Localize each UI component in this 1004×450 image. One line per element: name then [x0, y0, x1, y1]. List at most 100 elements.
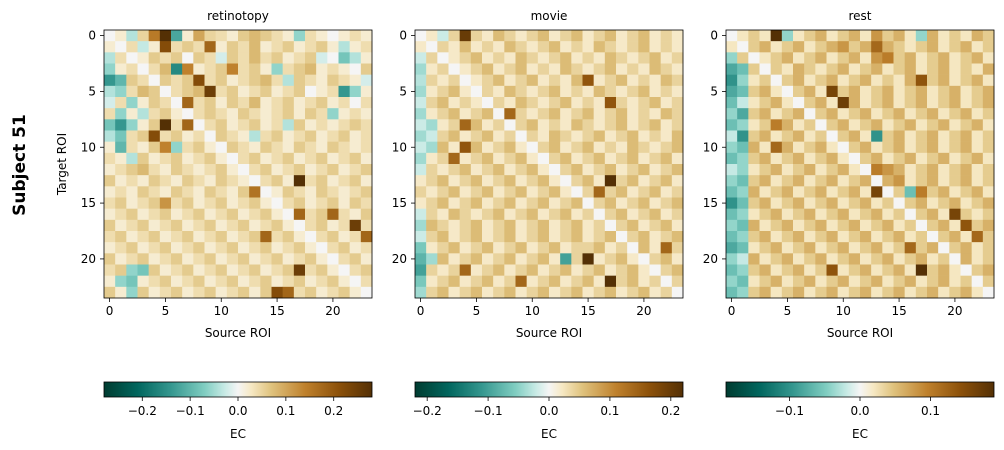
heatmap-cell — [726, 264, 738, 276]
heatmap-cell — [182, 152, 194, 165]
axes-frame — [103, 29, 373, 299]
heatmap-cell — [871, 108, 883, 120]
heatmap-cell — [571, 219, 583, 232]
heatmap-cell — [349, 85, 362, 98]
heatmap-cell — [860, 141, 872, 154]
heatmap-cell — [327, 175, 339, 187]
heatmap-cell — [282, 63, 295, 75]
heatmap-cell — [182, 41, 194, 53]
heatmap-cell — [671, 108, 684, 120]
heatmap-cell — [316, 63, 328, 75]
heatmap-cell — [493, 52, 505, 64]
heatmap-cell — [437, 264, 449, 276]
heatmap-cell — [960, 231, 972, 243]
heatmap-cell — [604, 141, 617, 154]
heatmap-cell — [482, 175, 494, 187]
heatmap-cell — [871, 231, 883, 243]
heatmap-cell — [249, 219, 261, 232]
heatmap-cell — [448, 119, 460, 131]
heatmap-cell — [882, 74, 894, 87]
heatmap-cell — [159, 253, 172, 265]
heatmap-cell — [927, 253, 939, 265]
heatmap-cell — [748, 197, 760, 209]
heatmap-cell — [260, 85, 272, 98]
heatmap-cell — [193, 286, 205, 299]
heatmap-cell — [470, 130, 483, 142]
heatmap-cell — [593, 231, 606, 243]
heatmap-cell — [204, 85, 216, 98]
heatmap-cell — [504, 152, 516, 165]
heatmap-cell — [193, 130, 205, 142]
heatmap-cell — [526, 275, 539, 288]
heatmap-cell — [781, 175, 794, 187]
heatmap-cell — [249, 242, 261, 254]
heatmap-cell — [549, 41, 561, 53]
heatmap-cell — [249, 63, 261, 75]
heatmap-cell — [793, 208, 805, 221]
heatmap-cell — [871, 275, 883, 288]
heatmap-cell — [848, 74, 861, 87]
heatmap-cell — [971, 275, 984, 288]
heatmap-cell — [349, 97, 362, 109]
heatmap-cell — [171, 85, 183, 98]
heatmap-cell — [971, 108, 984, 120]
heatmap-cell — [293, 264, 306, 276]
heatmap-cell — [126, 63, 138, 75]
heatmap-cell — [748, 164, 760, 176]
heatmap-cell — [638, 186, 650, 198]
heatmap-cell — [949, 197, 961, 209]
heatmap-cell — [649, 30, 661, 42]
heatmap-cell — [249, 74, 261, 87]
heatmap-cell — [104, 186, 116, 198]
heatmap-cell — [493, 175, 505, 187]
heatmap-cell — [459, 275, 472, 288]
y-tick-label: 5 — [710, 84, 718, 98]
heatmap-cell — [815, 85, 827, 98]
heatmap-cell — [493, 208, 505, 221]
heatmap-cell — [537, 186, 550, 198]
heatmap-cell — [848, 97, 861, 109]
heatmap-cell — [526, 52, 539, 64]
heatmap-cell — [526, 231, 539, 243]
heatmap-cell — [627, 219, 639, 232]
heatmap-cell — [882, 130, 894, 142]
heatmap-cell — [459, 242, 472, 254]
heatmap-cell — [960, 208, 972, 221]
colorbar-tick-label: 0.1 — [276, 404, 295, 418]
heatmap-cell — [815, 74, 827, 87]
heatmap-cell — [616, 186, 628, 198]
heatmap-cell — [415, 231, 427, 243]
heatmap-cell — [781, 52, 794, 64]
heatmap-cell — [927, 231, 939, 243]
heatmap-cell — [305, 30, 317, 42]
heatmap-cell — [893, 74, 905, 87]
colorbar-tick-label: −0.2 — [128, 404, 157, 418]
heatmap-cell — [316, 41, 328, 53]
heatmap-cell — [671, 97, 684, 109]
heatmap-cell — [860, 74, 872, 87]
heatmap-cell — [470, 164, 483, 176]
heatmap-cell — [249, 231, 261, 243]
heatmap-cell — [493, 30, 505, 42]
heatmap-cell — [448, 186, 460, 198]
heatmap-cell — [882, 119, 894, 131]
heatmap-cell — [770, 264, 783, 276]
heatmap-cell — [360, 264, 373, 276]
heatmap-cell — [982, 164, 995, 176]
heatmap-cell — [493, 264, 505, 276]
heatmap-cell — [649, 130, 661, 142]
heatmap-cell — [871, 141, 883, 154]
heatmap-cell — [904, 141, 917, 154]
heatmap-cell — [282, 175, 295, 187]
heatmap-cell — [582, 197, 594, 209]
heatmap-cell — [582, 186, 594, 198]
heatmap-cell — [493, 141, 505, 154]
heatmap-cell — [215, 141, 228, 154]
heatmap-cell — [627, 275, 639, 288]
heatmap-cell — [215, 152, 228, 165]
heatmap-cell — [260, 286, 272, 299]
heatmap-cell — [415, 97, 427, 109]
heatmap-cell — [649, 286, 661, 299]
heatmap-cell — [137, 63, 149, 75]
heatmap-cell — [826, 253, 838, 265]
